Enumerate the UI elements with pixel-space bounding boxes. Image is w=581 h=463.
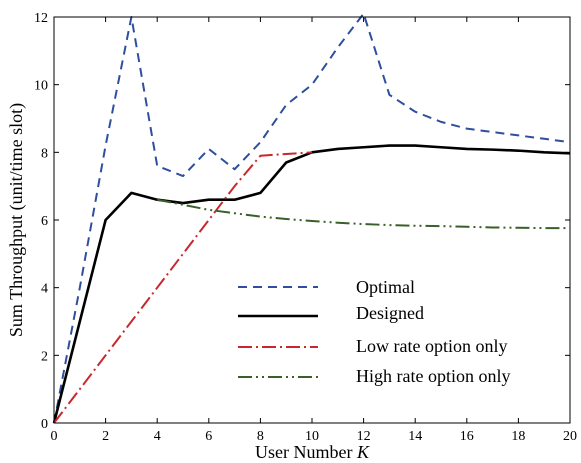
- x-tick-label: 18: [511, 429, 525, 444]
- y-axis-title: Sum Throughput (unit/time slot): [6, 103, 27, 337]
- x-tick-label: 20: [563, 429, 577, 444]
- y-tick-label: 0: [41, 417, 48, 432]
- y-tick-label: 8: [41, 146, 48, 161]
- plot-series-group: [52, 12, 571, 424]
- plot-frame: [53, 16, 571, 424]
- x-tick-label: 6: [205, 429, 212, 444]
- x-axis-label-text: User Number: [255, 442, 352, 462]
- x-tick-label: 4: [154, 429, 161, 444]
- legend-label-low-rate: Low rate option only: [356, 336, 507, 356]
- x-tick-label: 12: [357, 429, 371, 444]
- series-line-low-rate: [53, 151, 313, 424]
- x-tick-label: 8: [257, 429, 264, 444]
- legend-label-optimal: Optimal: [356, 277, 415, 297]
- x-axis-symbol: K: [356, 442, 370, 462]
- series-line-high-rate: [157, 198, 570, 230]
- series-line-optimal: [53, 12, 571, 424]
- axis-tick-labels: 0 2 4 6 8 10 12 14 16 18 20 0 2 4 6 8 10 12: [34, 11, 577, 444]
- legend-label-high-rate: High rate option only: [356, 366, 510, 386]
- y-tick-label: 10: [34, 79, 48, 94]
- x-tick-label: 0: [51, 429, 58, 444]
- legend-label-designed: Designed: [356, 303, 424, 323]
- y-tick-label: 12: [34, 11, 48, 26]
- x-tick-label: 10: [305, 429, 319, 444]
- y-tick-label: 4: [41, 282, 48, 297]
- x-tick-label: 2: [102, 429, 109, 444]
- legend: Optimal Designed Low rate option only Hi…: [238, 277, 510, 386]
- y-tick-label: 6: [41, 214, 48, 229]
- axis-ticks: [53, 16, 571, 424]
- y-tick-label: 2: [41, 349, 48, 364]
- x-axis-title: User Number K: [255, 442, 370, 462]
- x-tick-label: 14: [408, 429, 422, 444]
- x-tick-label: 16: [460, 429, 474, 444]
